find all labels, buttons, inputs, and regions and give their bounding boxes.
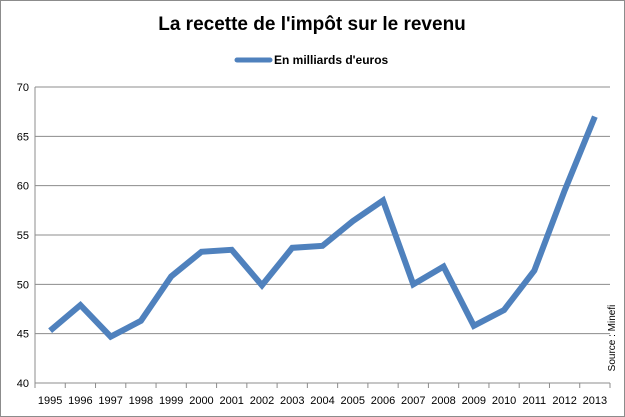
x-tick-label-2008: 2008 bbox=[431, 395, 455, 407]
x-tick-label-2003: 2003 bbox=[280, 395, 304, 407]
grid-lines bbox=[35, 86, 610, 335]
series-layer bbox=[48, 115, 598, 341]
x-tick-label-2001: 2001 bbox=[219, 395, 243, 407]
y-tick-label-60: 60 bbox=[17, 181, 29, 193]
x-tick-label-2006: 2006 bbox=[371, 395, 395, 407]
x-tick-label-2012: 2012 bbox=[552, 395, 576, 407]
x-tick-label-2009: 2009 bbox=[462, 395, 486, 407]
x-tick-labels: 1995 1996 1997 1998 1999 2000 2001 2002 2003 2004… bbox=[38, 395, 607, 407]
x-tick-label-2007: 2007 bbox=[401, 395, 425, 407]
legend-label: En milliards d'euros bbox=[274, 53, 389, 67]
x-tick-label-1997: 1997 bbox=[98, 395, 122, 407]
x-tick-label-2000: 2000 bbox=[189, 395, 213, 407]
series-line-0 bbox=[48, 115, 598, 341]
x-tick-label-2002: 2002 bbox=[250, 395, 274, 407]
y-tick-label-65: 65 bbox=[17, 131, 29, 143]
x-tick-label-2004: 2004 bbox=[310, 395, 334, 407]
legend: En milliards d'euros bbox=[234, 53, 389, 67]
y-tick-labels: 40 45 50 55 60 65 70 bbox=[17, 82, 29, 390]
y-tick-label-70: 70 bbox=[17, 82, 29, 94]
chart-title: La recette de l'impôt sur le revenu bbox=[158, 14, 466, 35]
x-tick-label-2013: 2013 bbox=[583, 395, 607, 407]
x-tick-label-2010: 2010 bbox=[492, 395, 516, 407]
y-tick-label-50: 50 bbox=[17, 279, 29, 291]
x-tick-label-1996: 1996 bbox=[68, 395, 92, 407]
x-tick-label-2005: 2005 bbox=[341, 395, 365, 407]
y-tick-label-45: 45 bbox=[17, 329, 29, 341]
y-tick-label-55: 55 bbox=[17, 230, 29, 242]
x-tick-label-1995: 1995 bbox=[38, 395, 62, 407]
y-tick-label-40: 40 bbox=[17, 378, 29, 390]
x-tick-label-2011: 2011 bbox=[523, 395, 547, 407]
x-tick-label-1999: 1999 bbox=[159, 395, 183, 407]
axes bbox=[34, 87, 611, 388]
source-note: Source : Minefi bbox=[607, 305, 618, 372]
x-tick-label-1998: 1998 bbox=[129, 395, 153, 407]
